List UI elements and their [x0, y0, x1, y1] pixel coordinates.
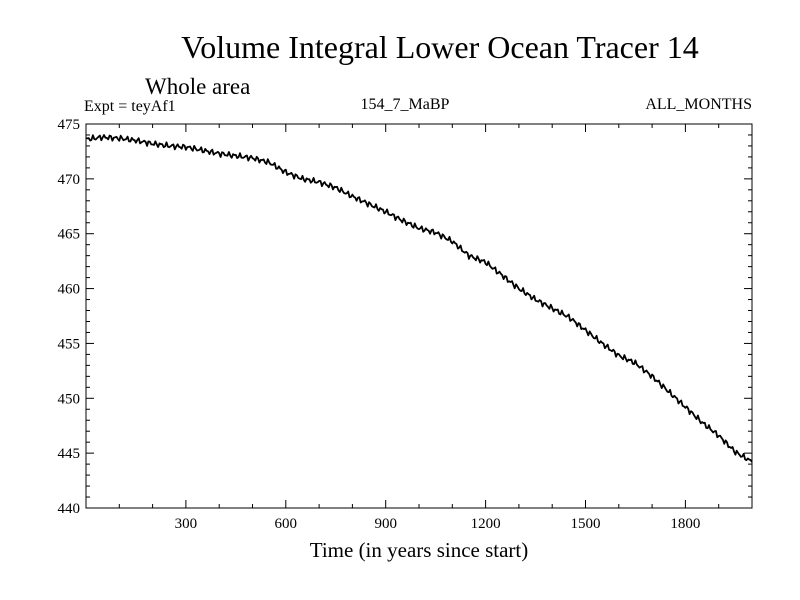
x-axis-label: Time (in years since start): [310, 538, 529, 562]
y-tick-label: 445: [58, 446, 81, 462]
chart-subtitle: Whole area: [145, 74, 250, 99]
y-tick-label: 465: [58, 227, 81, 243]
period-label: 154_7_MaBP: [361, 96, 450, 113]
x-tick-label: 600: [275, 516, 298, 532]
tick-labels: 300 600 900 1200 1500 1800 440 445 450 455 460 465 4…: [58, 117, 701, 532]
months-label: ALL_MONTHS: [645, 96, 752, 113]
y-tick-label: 455: [58, 336, 81, 352]
y-tick-label: 460: [58, 282, 81, 298]
experiment-label: Expt = teyAf1: [84, 98, 176, 115]
x-tick-label: 1200: [471, 516, 501, 532]
series-line: [85, 134, 753, 463]
axis-ticks: [86, 123, 752, 509]
chart-title: Volume Integral Lower Ocean Tracer 14: [181, 29, 698, 65]
x-tick-label: 300: [175, 516, 198, 532]
y-tick-label: 440: [58, 501, 81, 517]
y-tick-label: 470: [58, 172, 81, 188]
plot-frame: [85, 123, 753, 509]
x-tick-label: 1800: [670, 516, 700, 532]
y-tick-label: 475: [58, 117, 81, 133]
y-tick-label: 450: [58, 391, 81, 407]
x-tick-label: 900: [374, 516, 397, 532]
x-tick-label: 1500: [571, 516, 601, 532]
